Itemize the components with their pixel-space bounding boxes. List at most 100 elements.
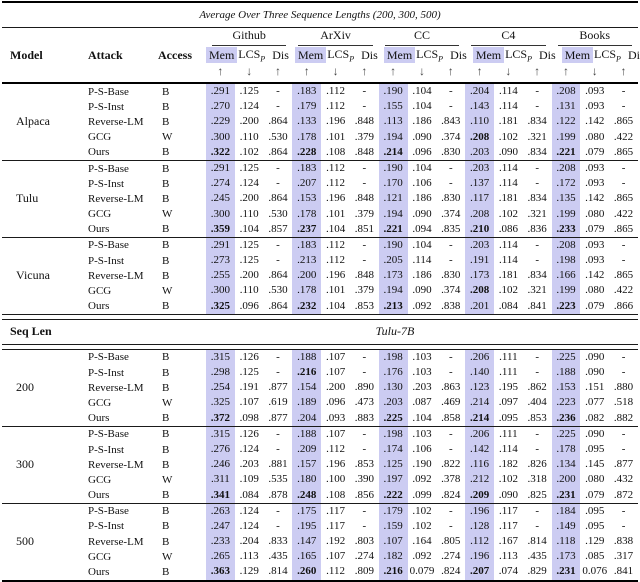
cell-lcs: .112 bbox=[326, 442, 345, 455]
cell-dis: - bbox=[621, 519, 626, 532]
cell-dis: - bbox=[535, 254, 539, 267]
cell-mem: .216 bbox=[378, 564, 408, 580]
cell-lcs: .104 bbox=[412, 161, 432, 174]
cell-dis: .882 bbox=[613, 411, 634, 424]
cell-mem: .222 bbox=[378, 487, 408, 503]
cell-mem: .191 bbox=[465, 253, 494, 269]
cell-lcs: .084 bbox=[498, 299, 518, 312]
table-row: P-S-Base B .291.125- .183.112- .190.104- .204… bbox=[88, 84, 638, 100]
metric-header-mem: Mem bbox=[472, 47, 505, 63]
dataset-group-cc: CC bbox=[379, 28, 465, 47]
cell-mem: .203 bbox=[465, 237, 494, 254]
result-block-200: 200 P-S-Base B .315.126- .188.107- .198.103-.… bbox=[2, 349, 638, 426]
dataset-group-label: CC bbox=[384, 28, 460, 46]
cell-dis: .803 bbox=[354, 535, 374, 548]
cell-lcs: .106 bbox=[412, 442, 432, 455]
dataset-group-label: C4 bbox=[471, 28, 546, 46]
cell-mem: .180 bbox=[292, 472, 322, 488]
cell-dis: .374 bbox=[441, 130, 461, 143]
cell-lcs: .101 bbox=[325, 284, 346, 297]
cell-dis: .835 bbox=[441, 222, 461, 235]
cell-lcs: .093 bbox=[325, 411, 346, 424]
cell-dis: - bbox=[276, 254, 280, 267]
cell-mem: .113 bbox=[378, 114, 408, 130]
cell-dis: - bbox=[535, 177, 539, 190]
cell-dis: - bbox=[621, 238, 626, 251]
cell-dis: .321 bbox=[527, 130, 547, 143]
cell-mem: .291 bbox=[206, 160, 235, 177]
cell-dis: .857 bbox=[268, 222, 288, 235]
cell-dis: .379 bbox=[354, 207, 374, 220]
cell-mem: .173 bbox=[465, 268, 494, 284]
cell-mem: .246 bbox=[206, 457, 235, 473]
cell-mem: .194 bbox=[378, 283, 408, 299]
cell-lcs: .101 bbox=[325, 130, 346, 143]
cell-mem: .216 bbox=[292, 365, 322, 381]
cell-lcs: .126 bbox=[239, 427, 259, 440]
cell-lcs: .114 bbox=[412, 254, 432, 267]
cell-mem: .291 bbox=[206, 237, 235, 254]
cell-lcs: .114 bbox=[498, 177, 518, 190]
cell-dis: - bbox=[276, 519, 280, 532]
cell-mem: .122 bbox=[551, 114, 581, 130]
cell-lcs: .112 bbox=[326, 177, 345, 190]
table-row: Reverse-LM B .254 .191 .877 .154.200 .890 .130.… bbox=[88, 380, 638, 396]
cell-dis: - bbox=[276, 85, 280, 97]
cell-dis: - bbox=[535, 519, 539, 532]
cell-mem: .198 bbox=[378, 426, 408, 442]
cell-lcs: .142 bbox=[585, 192, 605, 205]
cell-dis: .864 bbox=[268, 145, 288, 158]
attack-name: Reverse-LM bbox=[88, 381, 144, 394]
cell-lcs: .110 bbox=[239, 207, 259, 220]
cell-dis: - bbox=[276, 427, 280, 440]
dataset-group-label: Github bbox=[212, 28, 287, 46]
cell-dis: .274 bbox=[441, 550, 461, 563]
cell-mem: .248 bbox=[292, 487, 322, 503]
table-row: P-S-Inst B .273.125- .213.112- .205.114- .191… bbox=[88, 253, 638, 269]
cell-lcs: .112 bbox=[326, 565, 345, 578]
cell-mem: .201 bbox=[465, 298, 494, 314]
cell-dis: .848 bbox=[354, 115, 374, 128]
cell-mem: .134 bbox=[551, 457, 581, 473]
cell-mem: .173 bbox=[378, 268, 408, 284]
cell-dis: .878 bbox=[268, 488, 288, 501]
cell-dis: - bbox=[448, 519, 453, 532]
cell-mem: .196 bbox=[465, 549, 494, 565]
block-rows: P-S-Base B .315.126- .188.107- .198.103- .206… bbox=[88, 349, 638, 426]
access-value: B bbox=[162, 85, 170, 98]
cell-dis: - bbox=[276, 442, 280, 455]
attack-name: P-S-Inst bbox=[88, 254, 125, 267]
cell-lcs: .151 bbox=[585, 381, 605, 394]
cell-lcs: .124 bbox=[239, 100, 259, 113]
cell-lcs: .085 bbox=[585, 550, 605, 563]
cell-dis: .834 bbox=[527, 115, 547, 128]
cell-mem: .135 bbox=[551, 191, 581, 207]
metric-header-mem: Mem bbox=[561, 47, 594, 63]
attack-name: Ours bbox=[88, 412, 110, 425]
cell-lcs: .090 bbox=[412, 130, 432, 143]
cell-lcs: .080 bbox=[585, 473, 605, 486]
cell-dis: .530 bbox=[268, 130, 288, 143]
cell-dis: - bbox=[535, 504, 539, 517]
cell-mem: .231 bbox=[551, 487, 581, 503]
attack-name: P-S-Base bbox=[88, 428, 129, 441]
cell-mem: .199 bbox=[551, 283, 581, 299]
cell-lcs: .200 bbox=[239, 192, 259, 205]
model-label: Tulu bbox=[16, 191, 39, 206]
cell-lcs: .093 bbox=[585, 254, 605, 267]
metric-header-label: Dis bbox=[361, 48, 378, 62]
model-label: Alpaca bbox=[16, 114, 50, 129]
cell-mem: .188 bbox=[292, 426, 322, 442]
cell-dis: - bbox=[448, 100, 453, 113]
cell-mem: .117 bbox=[465, 191, 494, 207]
table-title: Average Over Three Sequence Lengths (200… bbox=[199, 9, 441, 21]
cell-mem: .178 bbox=[551, 441, 581, 458]
cell-dis: .883 bbox=[354, 411, 374, 424]
block-rows: P-S-Base B .263.124- .175.117- .179.102- .196… bbox=[88, 503, 638, 580]
cell-dis: - bbox=[621, 427, 626, 440]
cell-mem: .207 bbox=[465, 564, 494, 580]
cell-lcs: .093 bbox=[585, 177, 605, 190]
cell-lcs: .110 bbox=[239, 284, 259, 297]
cell-mem: .196 bbox=[465, 503, 494, 519]
cell-dis: - bbox=[535, 238, 539, 251]
